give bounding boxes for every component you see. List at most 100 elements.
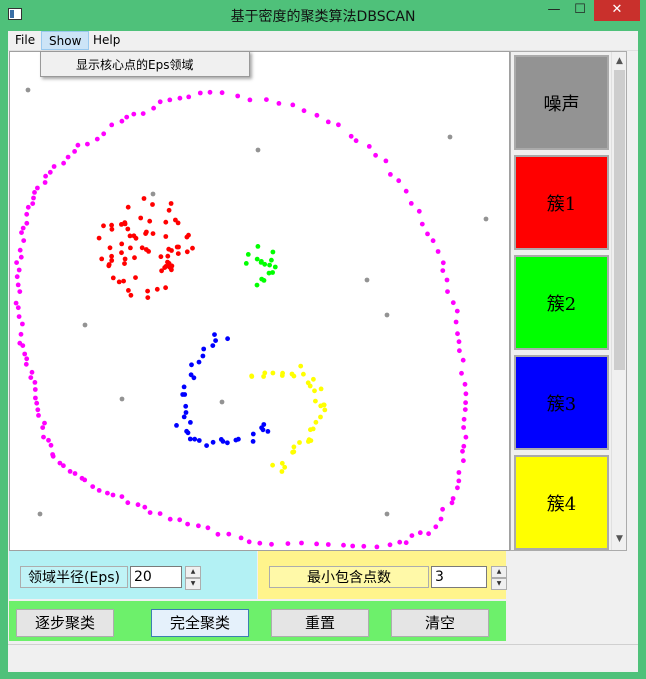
ring-point	[177, 517, 183, 523]
scroll-up-arrow-icon[interactable]: ▲	[616, 56, 623, 66]
ring-point	[215, 531, 221, 537]
cluster-1-point	[145, 295, 151, 300]
ring-point	[177, 95, 183, 101]
ring-point	[33, 395, 38, 401]
ring-point	[247, 97, 253, 103]
ring-point	[67, 469, 73, 474]
eps-down-arrow-icon[interactable]: ▼	[185, 578, 201, 590]
status-bar	[8, 644, 638, 672]
cluster-3-point	[191, 375, 197, 381]
full-cluster-button[interactable]: 完全聚类	[151, 609, 249, 637]
ring-point	[336, 122, 341, 128]
noise-point	[384, 511, 390, 517]
show-menu-dropdown: 显示核心点的Eps领域	[40, 51, 250, 77]
legend-panel: 噪声 簇1 簇2 簇3 簇4 ▲ ▼	[510, 51, 627, 551]
cluster-3-point	[213, 338, 219, 343]
ring-point	[124, 114, 130, 120]
clear-button[interactable]: 清空	[391, 609, 489, 637]
ring-point	[28, 375, 34, 380]
cluster-3-point	[260, 427, 266, 433]
min-points-input[interactable]: 3	[431, 566, 487, 588]
menu-show[interactable]: Show	[41, 31, 90, 50]
ring-point	[31, 195, 36, 201]
scroll-thumb[interactable]	[614, 70, 625, 370]
ring-point	[151, 105, 157, 111]
ring-point	[32, 190, 37, 195]
maximize-button[interactable]: ☐	[574, 2, 586, 17]
ring-point	[20, 225, 26, 231]
cluster-1-point	[174, 244, 180, 250]
close-button[interactable]: ✕	[594, 0, 640, 21]
eps-stepper[interactable]: ▲ ▼	[185, 566, 201, 590]
cluster-1-point	[119, 241, 125, 247]
cluster-1-point	[158, 254, 164, 260]
cluster-1-point	[165, 253, 171, 259]
ring-point	[50, 452, 55, 457]
eps-up-arrow-icon[interactable]: ▲	[185, 566, 201, 578]
cluster-4-point	[298, 363, 304, 369]
legend-scrollbar[interactable]: ▲ ▼	[611, 52, 626, 550]
ring-point	[341, 542, 346, 548]
ring-point	[462, 407, 468, 412]
step-cluster-button[interactable]: 逐步聚类	[16, 609, 114, 637]
menu-help[interactable]: Help	[93, 33, 121, 47]
cluster-1-point	[110, 275, 116, 281]
ring-point	[397, 539, 403, 545]
cluster-1-point	[101, 223, 106, 229]
ring-point	[35, 185, 40, 191]
ring-point	[14, 274, 20, 280]
action-button-panel: 逐步聚类 完全聚类 重置 清空	[9, 601, 506, 641]
ring-point	[21, 238, 27, 244]
cluster-4-point	[322, 407, 328, 413]
cluster-1-point	[175, 251, 181, 256]
title-bar[interactable]: 基于密度的聚类算法DBSCAN — ☐ ✕	[0, 0, 646, 31]
ring-point	[22, 351, 28, 357]
ring-point	[90, 484, 96, 489]
ring-point	[403, 540, 409, 546]
ring-point	[450, 300, 456, 306]
ring-point	[17, 247, 23, 253]
menu-file[interactable]: File	[15, 33, 36, 47]
legend-cluster-1-label: 簇1	[546, 193, 577, 215]
cluster-4-point	[270, 462, 275, 468]
ring-point	[147, 510, 153, 515]
ring-point	[461, 458, 466, 464]
minimize-button[interactable]: —	[547, 2, 561, 17]
reset-button[interactable]: 重置	[271, 609, 369, 637]
ring-point	[36, 413, 41, 418]
ring-point	[461, 443, 467, 449]
cluster-3-point	[174, 423, 179, 428]
cluster-1-point	[139, 245, 145, 251]
legend-noise-label: 噪声	[543, 93, 580, 115]
ring-point	[348, 133, 354, 139]
points-plot[interactable]	[10, 52, 509, 550]
ring-point	[325, 542, 331, 547]
cluster-3-point	[225, 336, 231, 342]
ring-point	[140, 111, 146, 116]
noise-point	[119, 396, 125, 402]
cluster-1-point	[109, 253, 114, 259]
cluster-4-point	[291, 444, 297, 450]
ring-point	[35, 407, 41, 413]
plot-canvas[interactable]	[9, 51, 510, 551]
ring-point	[460, 357, 466, 363]
cluster-1-point	[122, 256, 128, 262]
ring-point	[257, 540, 263, 546]
cluster-1-point	[159, 268, 165, 274]
menu-item-show-core-eps[interactable]: 显示核心点的Eps领域	[76, 58, 194, 72]
cluster-4-point	[290, 449, 295, 455]
scroll-down-arrow-icon[interactable]: ▼	[616, 534, 623, 544]
eps-input[interactable]: 20	[130, 566, 182, 588]
cluster-1-point	[184, 249, 190, 255]
ring-point	[314, 112, 320, 118]
min-points-down-arrow-icon[interactable]: ▼	[491, 578, 507, 590]
ring-point	[30, 201, 36, 207]
ring-point	[94, 136, 100, 142]
min-points-up-arrow-icon[interactable]: ▲	[491, 566, 507, 578]
app-icon[interactable]	[8, 8, 22, 20]
ring-point	[350, 543, 356, 549]
ring-point	[25, 204, 31, 210]
cluster-3-point	[225, 440, 230, 446]
cluster-1-point	[168, 201, 174, 206]
min-points-stepper[interactable]: ▲ ▼	[491, 566, 507, 590]
